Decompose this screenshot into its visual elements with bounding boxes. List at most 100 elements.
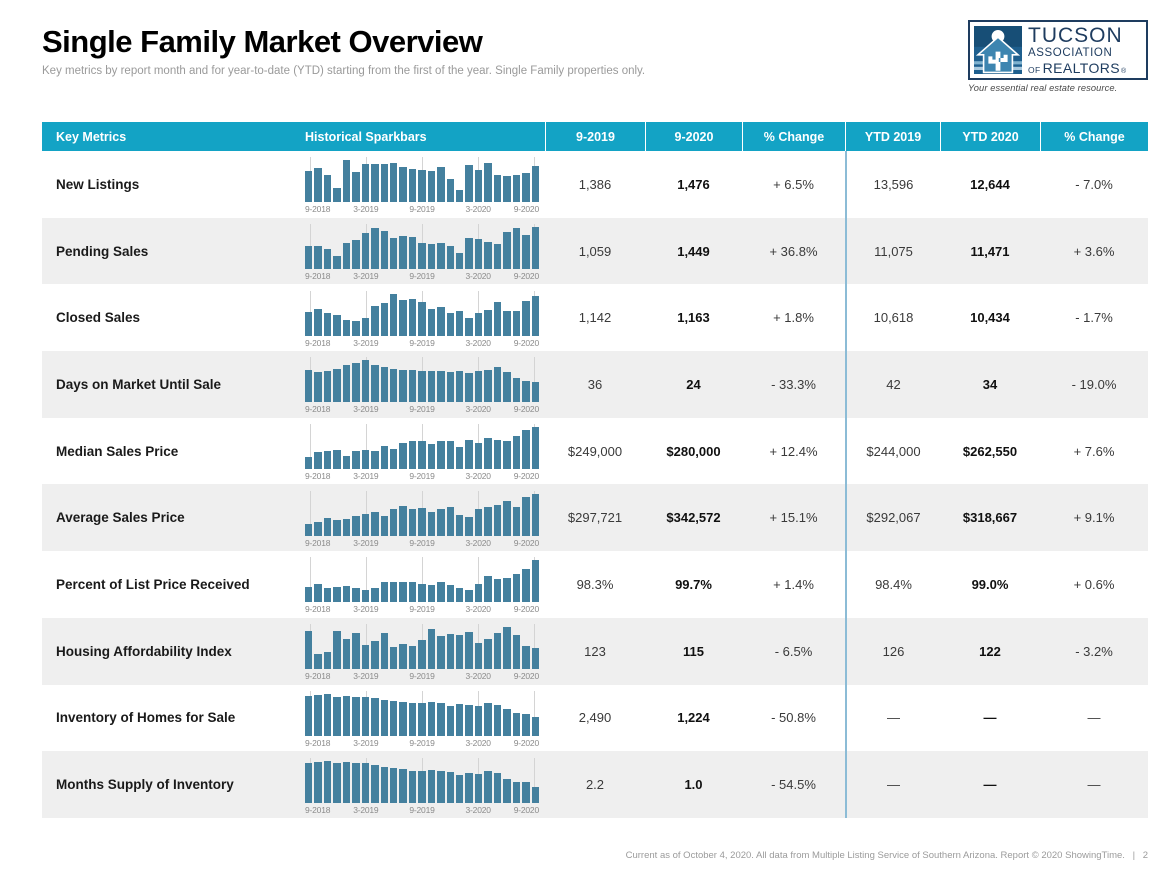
spark-bar bbox=[531, 427, 539, 470]
sparkbar-axis-label: 9-2020 bbox=[513, 737, 539, 748]
value-month-change: - 33.3% bbox=[771, 376, 816, 392]
title-block: Single Family Market Overview Key metric… bbox=[42, 25, 645, 76]
value-month-2020: 1,449 bbox=[677, 243, 710, 259]
report-header: Single Family Market Overview Key metric… bbox=[42, 20, 1148, 122]
value-month-change: + 15.1% bbox=[769, 510, 818, 526]
spark-bar bbox=[380, 164, 388, 203]
spark-bar bbox=[305, 170, 313, 203]
sparkbar-axis-label: 9-2019 bbox=[409, 604, 435, 615]
spark-bar bbox=[437, 167, 445, 203]
value-ytd-2019: $244,000 bbox=[845, 417, 940, 485]
spark-bar bbox=[531, 227, 539, 270]
spark-bar bbox=[493, 579, 502, 603]
spark-bar bbox=[512, 311, 521, 336]
header-ytd-change: % Change bbox=[1040, 122, 1148, 151]
spark-bar bbox=[465, 704, 473, 736]
spark-bar bbox=[399, 443, 407, 470]
sparkbar-cell: 9-2018 3-2019 9-2019 3-2020 9-2020 bbox=[305, 284, 545, 351]
header-month-change: % Change bbox=[742, 122, 845, 151]
sparkbar-axis-label: 9-2020 bbox=[513, 471, 539, 482]
spark-bar bbox=[399, 506, 407, 536]
spark-bar bbox=[399, 235, 407, 270]
spark-bar bbox=[305, 524, 313, 536]
sparkbar-axis-label: 9-2019 bbox=[409, 271, 435, 282]
spark-bar bbox=[484, 703, 492, 736]
sparkbar-axis-label: 9-2020 bbox=[513, 804, 539, 815]
spark-bar bbox=[474, 371, 483, 403]
sparkbar-cell: 9-2018 3-2019 9-2019 3-2020 9-2020 bbox=[305, 484, 545, 551]
value-ytd-2020: 12,644 bbox=[970, 176, 1010, 192]
spark-bar bbox=[522, 645, 530, 670]
spark-bar bbox=[465, 517, 473, 536]
spark-bar bbox=[522, 172, 530, 203]
value-ytd-change: - 7.0% bbox=[1075, 176, 1113, 192]
spark-bar bbox=[305, 586, 313, 603]
metric-label: Pending Sales bbox=[56, 243, 149, 259]
spark-bar bbox=[493, 773, 502, 803]
value-month-2019: 1,059 bbox=[578, 243, 612, 259]
spark-bar bbox=[446, 441, 454, 470]
value-ytd-2020: $318,667 bbox=[962, 510, 1018, 526]
value-month-2019: $297,721 bbox=[567, 510, 623, 526]
metric-label: Median Sales Price bbox=[56, 443, 179, 459]
spark-bar bbox=[408, 645, 417, 670]
value-month-2020: 1,163 bbox=[677, 310, 710, 326]
spark-bar bbox=[389, 448, 398, 470]
sparkbar-axis-label: 3-2020 bbox=[465, 737, 491, 748]
tar-logo: TUCSON ASSOCIATION OF REALTORS ® Your es… bbox=[968, 20, 1148, 93]
spark-bar bbox=[371, 364, 379, 403]
value-month-change: + 1.4% bbox=[773, 576, 814, 592]
footer-separator: | bbox=[1132, 850, 1136, 861]
sparkbar-axis-label: 3-2020 bbox=[465, 337, 491, 348]
spark-bar bbox=[314, 372, 322, 403]
spark-bar bbox=[408, 582, 417, 603]
spark-bar bbox=[456, 371, 464, 403]
spark-bar bbox=[323, 651, 332, 670]
spark-bar bbox=[418, 170, 426, 203]
spark-bar bbox=[531, 786, 539, 803]
spark-bar bbox=[342, 243, 351, 270]
spark-bar bbox=[323, 174, 332, 203]
spark-bar bbox=[446, 372, 454, 403]
table-row: Closed Sales 9-2018 3-2019 9-2019 3-2020 9-2… bbox=[42, 284, 1148, 352]
sparkbar-cell: 9-2018 3-2019 9-2019 3-2020 9-2020 bbox=[305, 218, 545, 285]
spark-bar bbox=[465, 373, 473, 403]
sparkbar-axis: 9-2018 3-2019 9-2019 3-2020 9-2020 bbox=[305, 805, 539, 815]
value-month-2019: 1,142 bbox=[578, 310, 612, 326]
value-month-change: - 6.5% bbox=[774, 643, 813, 659]
spark-bar bbox=[408, 508, 417, 536]
value-month-2020: 1,224 bbox=[677, 710, 710, 726]
sparkbar-axis-label: 9-2019 bbox=[409, 404, 435, 415]
sparkbar-chart: 9-2018 3-2019 9-2019 3-2020 9-2020 bbox=[305, 490, 539, 548]
registered-mark: ® bbox=[1120, 67, 1127, 75]
spark-bar bbox=[371, 227, 379, 270]
table-row: Average Sales Price 9-2018 3-2019 9-2019 3-… bbox=[42, 484, 1148, 552]
sparkbar-cell: 9-2018 3-2019 9-2019 3-2020 9-2020 bbox=[305, 418, 545, 485]
spark-bar bbox=[503, 500, 511, 536]
spark-bar bbox=[437, 242, 445, 270]
spark-bar bbox=[380, 633, 388, 670]
axis-tick bbox=[365, 557, 367, 603]
sparkbar-cell: 9-2018 3-2019 9-2019 3-2020 9-2020 bbox=[305, 751, 545, 818]
spark-bar bbox=[380, 303, 388, 336]
spark-bar bbox=[503, 232, 511, 270]
sparkbar-axis: 9-2018 3-2019 9-2019 3-2020 9-2020 bbox=[305, 604, 539, 614]
spark-bar bbox=[493, 367, 502, 403]
metric-label: Percent of List Price Received bbox=[56, 576, 250, 592]
spark-bar bbox=[474, 705, 483, 736]
sparkbar-bars bbox=[305, 560, 539, 603]
spark-bar bbox=[522, 300, 530, 336]
spark-bar bbox=[427, 170, 436, 203]
sparkbar-axis-label: 3-2020 bbox=[465, 404, 491, 415]
spark-bar bbox=[314, 761, 322, 803]
footer-page-number: 2 bbox=[1142, 850, 1148, 861]
sparkbar-bars bbox=[305, 160, 539, 203]
sparkbar-bars bbox=[305, 760, 539, 803]
spark-bar bbox=[371, 641, 379, 670]
spark-bar bbox=[437, 636, 445, 670]
sparkbar-axis-label: 3-2019 bbox=[353, 404, 379, 415]
spark-bar bbox=[389, 163, 398, 203]
sparkbar-axis-label: 9-2020 bbox=[513, 404, 539, 415]
spark-bar bbox=[352, 696, 360, 736]
